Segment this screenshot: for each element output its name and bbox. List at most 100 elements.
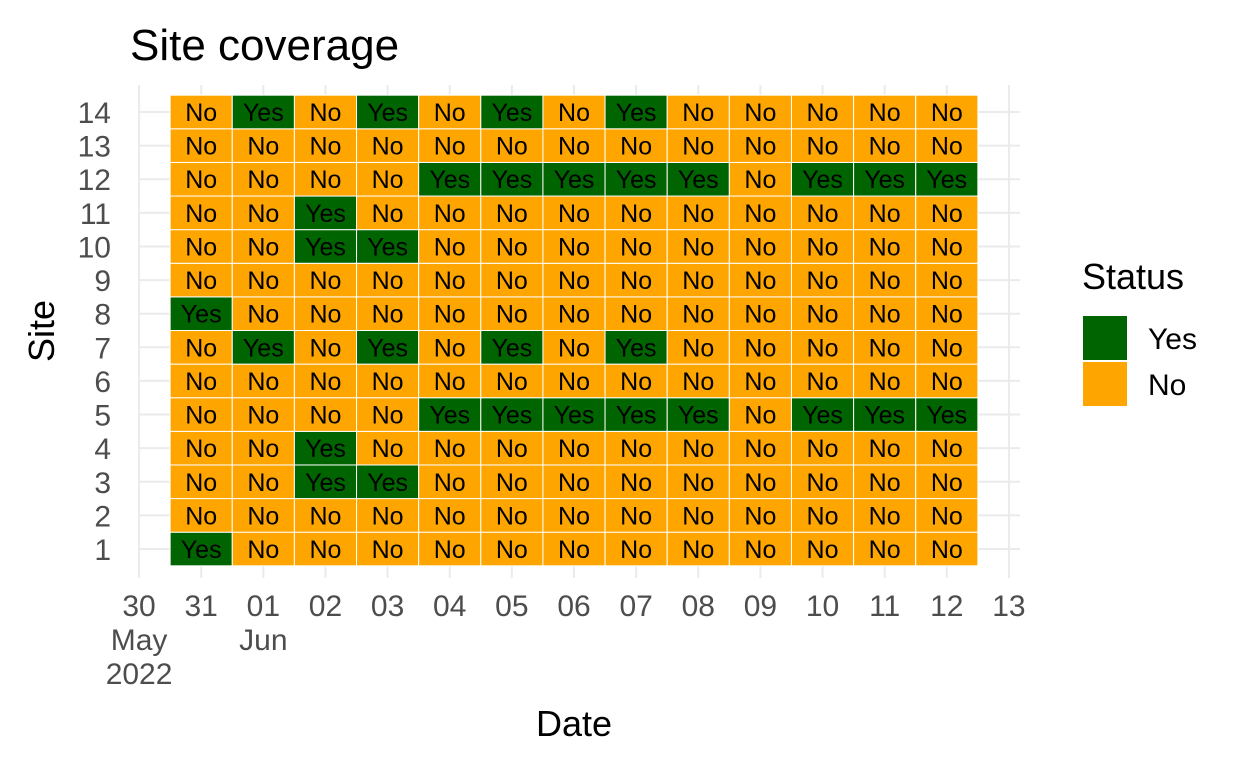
heatmap-cell [293, 262, 358, 298]
cell-label: Yes [802, 166, 843, 194]
cell-label: Yes [678, 166, 719, 194]
heatmap-cell [790, 363, 855, 399]
cell-label: No [185, 166, 217, 194]
cell-label: No [931, 233, 963, 261]
cell-label: No [620, 301, 652, 329]
heatmap-cell [418, 161, 482, 197]
heatmap-cell [231, 296, 295, 331]
cell-label: No [682, 435, 714, 463]
cell-label: No [931, 301, 963, 329]
heatmap-cell [790, 229, 855, 264]
cell-label: No [372, 368, 404, 396]
heatmap-cell [915, 229, 979, 264]
cell-label: No [869, 469, 901, 497]
heatmap-cell [293, 531, 358, 567]
heatmap-cell [853, 229, 917, 264]
cell-label: No [496, 469, 528, 497]
heatmap-cell [790, 531, 855, 567]
cell-label: No [807, 334, 839, 362]
cell-label: Yes [491, 166, 532, 194]
cell-label: No [372, 502, 404, 530]
heatmap-cell [542, 531, 606, 567]
y-tick-label: 12 [78, 164, 111, 197]
heatmap-cell [915, 397, 979, 432]
heatmap-cell-labels: Yes No No No No No No No No No No No No No No No No No No N… [181, 99, 967, 564]
cell-label: No [682, 502, 714, 530]
cell-label: No [931, 502, 963, 530]
heatmap-cell [418, 397, 482, 432]
cell-label: No [434, 435, 466, 463]
heatmap-cell [604, 397, 668, 432]
cell-label: No [807, 267, 839, 295]
heatmap-cell [915, 531, 979, 567]
cell-label: Yes [678, 402, 719, 430]
cell-label: No [372, 301, 404, 329]
cell-label: Yes [367, 334, 408, 362]
heatmap-cell [418, 128, 482, 163]
x-tick-label: 02 [309, 590, 342, 623]
cell-label: No [744, 469, 776, 497]
heatmap-cell [666, 94, 730, 130]
cell-label: No [744, 536, 776, 564]
heatmap-cell [231, 397, 295, 432]
cell-label: No [807, 435, 839, 463]
cell-label: No [247, 402, 279, 430]
cell-label: No [807, 469, 839, 497]
heatmap-cell [169, 330, 233, 365]
heatmap-cell [356, 397, 420, 432]
cell-label: No [931, 133, 963, 161]
cell-label: No [869, 233, 901, 261]
cell-label: No [496, 435, 528, 463]
x-tick-label: 06 [557, 590, 590, 623]
heatmap-cell [915, 363, 979, 399]
legend-label: Yes [1148, 323, 1197, 356]
cell-label: No [434, 133, 466, 161]
legend-title: Status [1082, 256, 1184, 297]
heatmap-cells [169, 94, 979, 567]
cell-label: No [869, 334, 901, 362]
cell-label: No [185, 200, 217, 228]
heatmap-cell [604, 195, 668, 231]
cell-label: No [869, 133, 901, 161]
heatmap-cell [542, 94, 606, 130]
cell-label: No [931, 435, 963, 463]
cell-label: No [558, 368, 590, 396]
x-tick-label: 30 May 2022 [106, 590, 173, 691]
heatmap-cell [480, 531, 544, 567]
x-tick-label: 04 [433, 590, 466, 623]
cell-label: No [309, 402, 341, 430]
y-tick-label: 10 [78, 231, 111, 264]
cell-label: Yes [429, 402, 470, 430]
cell-label: No [247, 267, 279, 295]
cell-label: No [247, 502, 279, 530]
cell-label: No [185, 133, 217, 161]
heatmap-cell [169, 464, 233, 500]
cell-label: No [682, 99, 714, 127]
heatmap-cell [542, 430, 606, 466]
cell-label: No [247, 435, 279, 463]
cell-label: No [744, 402, 776, 430]
heatmap-cell [666, 330, 730, 365]
cell-label: No [434, 99, 466, 127]
heatmap-cell [915, 161, 979, 197]
cell-label: No [744, 99, 776, 127]
cell-label: No [620, 536, 652, 564]
heatmap-cell [293, 296, 358, 331]
cell-label: No [247, 536, 279, 564]
cell-label: Yes [554, 402, 595, 430]
x-tick-label: 08 [682, 590, 715, 623]
cell-label: No [620, 133, 652, 161]
cell-label: No [931, 267, 963, 295]
cell-label: No [558, 435, 590, 463]
cell-label: No [496, 301, 528, 329]
heatmap-cell [853, 531, 917, 567]
legend: Status Yes No [1082, 256, 1197, 406]
y-tick-label: 6 [94, 366, 111, 399]
heatmap-cell [604, 430, 668, 466]
cell-label: Yes [305, 469, 346, 497]
cell-label: No [185, 99, 217, 127]
x-tick-label: 01 Jun [239, 590, 287, 657]
cell-label: No [807, 99, 839, 127]
cell-label: No [744, 267, 776, 295]
